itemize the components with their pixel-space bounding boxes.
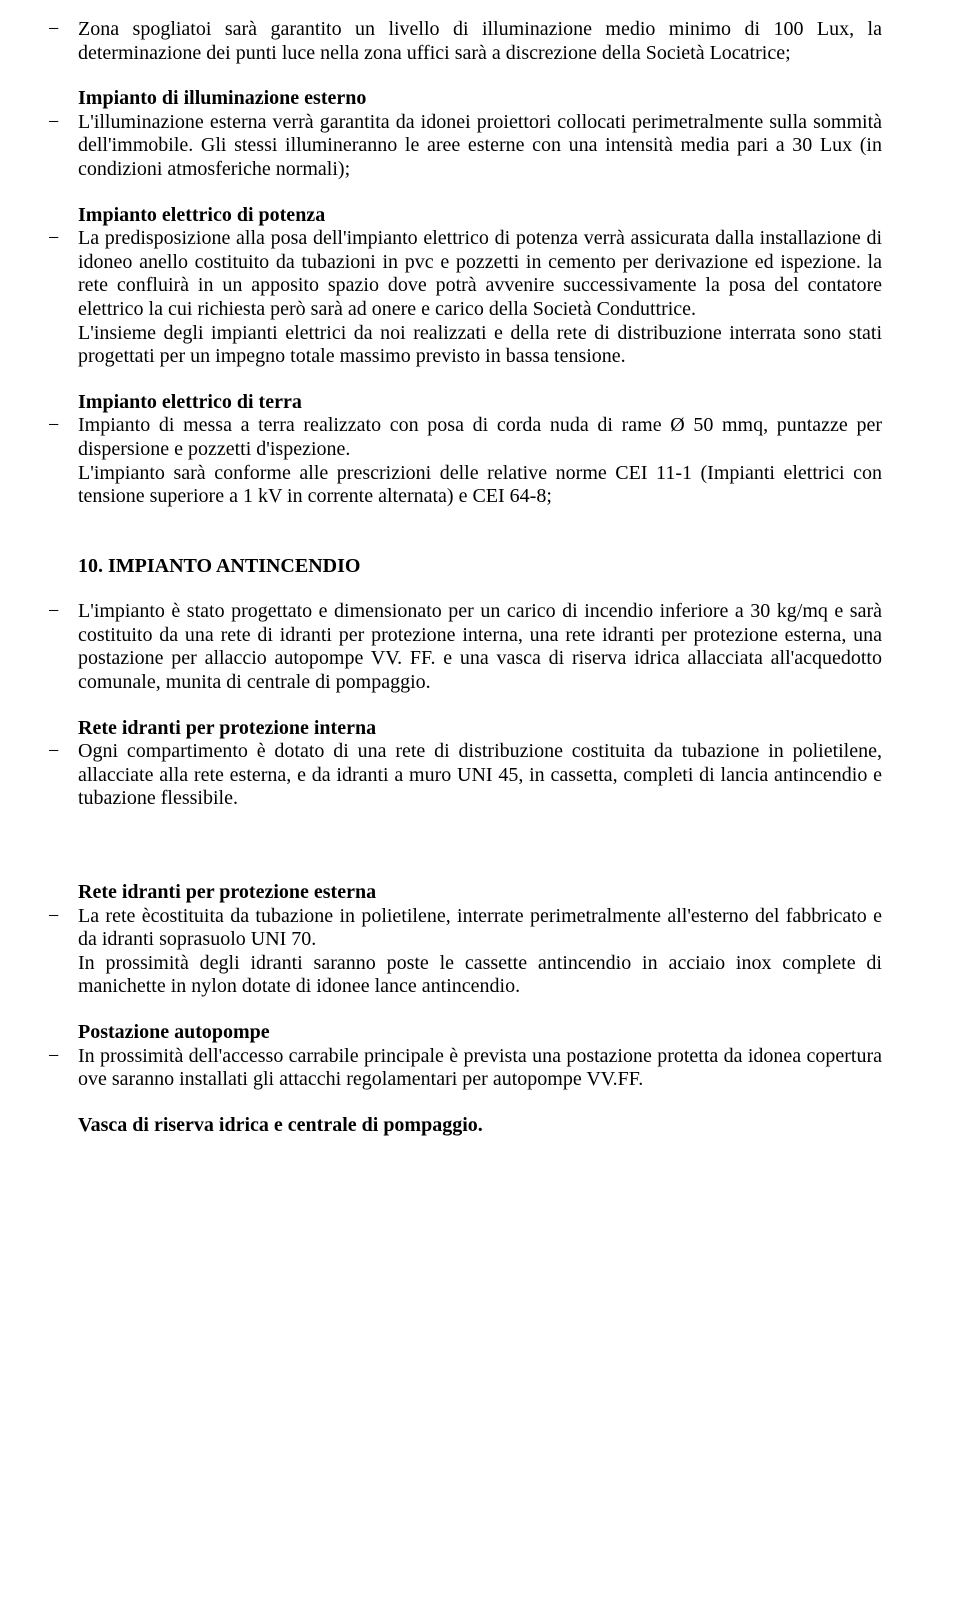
paragraph-text: In prossimità dell'accesso carrabile pri… — [78, 1045, 882, 1092]
section-heading: 10. IMPIANTO ANTINCENDIO — [78, 555, 882, 579]
list-item: − Impianto di messa a terra realizzato c… — [78, 414, 882, 461]
paragraph-text: Zona spogliatoi sarà garantito un livell… — [78, 18, 882, 65]
bullet-icon: − — [48, 1045, 78, 1069]
section-heading: Postazione autopompe — [78, 1021, 882, 1045]
paragraph-text: L'impianto sarà conforme alle prescrizio… — [78, 462, 882, 509]
bullet-icon: − — [48, 111, 78, 135]
paragraph-text: Ogni compartimento è dotato di una rete … — [78, 740, 882, 811]
bullet-icon: − — [48, 227, 78, 251]
bullet-icon: − — [48, 414, 78, 438]
section-heading: Impianto elettrico di terra — [78, 391, 882, 415]
bullet-icon: − — [48, 600, 78, 624]
list-item: − In prossimità dell'accesso carrabile p… — [78, 1045, 882, 1092]
list-item: − La predisposizione alla posa dell'impi… — [78, 227, 882, 321]
section-heading: Vasca di riserva idrica e centrale di po… — [78, 1114, 882, 1138]
section-heading: Rete idranti per protezione interna — [78, 717, 882, 741]
paragraph-text: La rete ècostituita da tubazione in poli… — [78, 905, 882, 952]
section-heading: Rete idranti per protezione esterna — [78, 881, 882, 905]
paragraph-text: La predisposizione alla posa dell'impian… — [78, 227, 882, 321]
paragraph-text: L'insieme degli impianti elettrici da no… — [78, 322, 882, 369]
bullet-icon: − — [48, 740, 78, 764]
list-item: − Zona spogliatoi sarà garantito un live… — [78, 18, 882, 65]
list-item: − L'illuminazione esterna verrà garantit… — [78, 111, 882, 182]
document-page: − Zona spogliatoi sarà garantito un live… — [0, 0, 960, 1167]
list-item: − La rete ècostituita da tubazione in po… — [78, 905, 882, 952]
list-item: − L'impianto è stato progettato e dimens… — [78, 600, 882, 694]
section-heading: Impianto di illuminazione esterno — [78, 87, 882, 111]
paragraph-text: Impianto di messa a terra realizzato con… — [78, 414, 882, 461]
paragraph-text: L'illuminazione esterna verrà garantita … — [78, 111, 882, 182]
bullet-icon: − — [48, 18, 78, 42]
paragraph-text: In prossimità degli idranti saranno post… — [78, 952, 882, 999]
bullet-icon: − — [48, 905, 78, 929]
list-item: − Ogni compartimento è dotato di una ret… — [78, 740, 882, 811]
section-heading: Impianto elettrico di potenza — [78, 204, 882, 228]
paragraph-text: L'impianto è stato progettato e dimensio… — [78, 600, 882, 694]
